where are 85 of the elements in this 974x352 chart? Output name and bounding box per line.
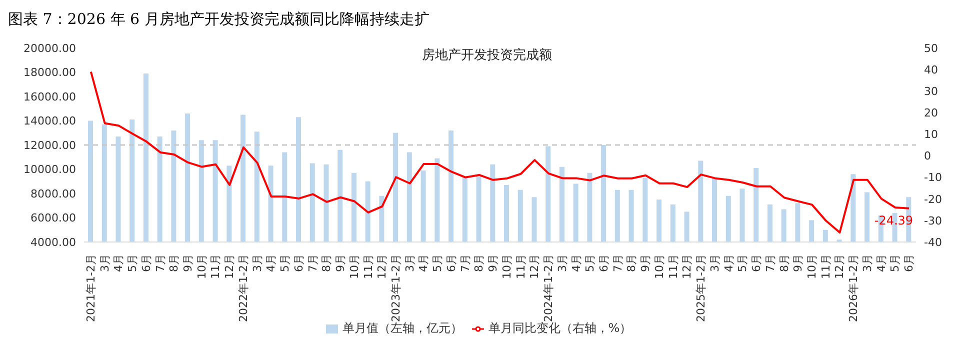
x-tick-label: 6月	[292, 254, 306, 272]
x-tick-label: 6月	[598, 254, 610, 272]
x-tick-label: 2026年1-2月	[847, 254, 860, 322]
x-tick-label: 5月	[278, 254, 292, 272]
x-tick-label: 5月	[126, 254, 140, 272]
x-tick-label: 8月	[168, 254, 181, 272]
x-tick-label: 5月	[736, 254, 750, 272]
y-tick-label: 10000.00	[24, 163, 76, 176]
x-tick-label: 4月	[874, 254, 888, 272]
y2-tick-label: 10	[924, 128, 938, 142]
x-tick-label: 9月	[639, 254, 652, 272]
y-tick-label: 20000.00	[24, 42, 76, 55]
x-tick-label: 6月	[902, 254, 916, 272]
x-tick-label: 5月	[584, 254, 597, 272]
x-tick-label: 11月	[362, 254, 375, 279]
x-tick-label: 4月	[112, 254, 126, 272]
y-tick-label: 18000.00	[24, 66, 76, 80]
x-tick-label: 8月	[625, 254, 638, 272]
x-tick-label: 11月	[666, 254, 680, 279]
x-tick-label: 6月	[444, 254, 458, 272]
x-tick-label: 7月	[154, 254, 167, 272]
y-tick-label: 12000.00	[24, 138, 76, 152]
x-tick-label: 9月	[792, 254, 805, 272]
y2-tick-label: 30	[924, 85, 938, 98]
y2-tick-label: 20	[924, 106, 938, 120]
line-series	[90, 70, 910, 234]
x-tick-label: 6月	[750, 254, 764, 272]
x-tick-label: 10月	[348, 254, 361, 279]
x-tick-label: 8月	[472, 254, 486, 272]
x-tick-label: 3月	[556, 254, 569, 272]
x-tick-label: 9月	[486, 254, 500, 272]
x-tick-label: 4月	[417, 254, 430, 272]
x-tick-label: 10月	[652, 254, 666, 279]
x-tick-label: 4月	[722, 254, 736, 272]
x-tick-label: 7月	[306, 254, 320, 272]
y2-tick-label: 40	[924, 63, 938, 76]
x-tick-label: 7月	[458, 254, 472, 272]
x-tick-label: 5月	[431, 254, 444, 272]
x-tick-label: 6月	[140, 254, 153, 272]
legend-label: 单月同比变化（右轴，%）	[488, 321, 632, 335]
y-tick-label: 8000.00	[30, 187, 76, 200]
x-tick-label: 3月	[708, 254, 722, 272]
x-tick-label: 3月	[250, 254, 264, 272]
x-tick-label: 12月	[680, 254, 694, 279]
x-tick-label: 2021年1-2月	[84, 254, 98, 322]
x-tick-label: 3月	[403, 254, 416, 272]
chart-title: 图表 7：2026 年 6 月房地产开发投资完成额同比降幅持续走扩	[8, 9, 430, 30]
x-tick-label: 7月	[611, 254, 624, 272]
x-tick-label: 8月	[778, 254, 791, 272]
x-tick-label: 11月	[819, 254, 832, 279]
x-tick-label: 12月	[833, 254, 846, 279]
x-tick-label: 8月	[320, 254, 334, 272]
x-tick-label: 2023年1-2月	[390, 254, 402, 322]
y-tick-label: 14000.00	[24, 114, 76, 128]
x-tick-label: 9月	[182, 254, 194, 272]
x-tick-label: 9月	[334, 254, 348, 272]
x-tick-label: 3月	[98, 254, 112, 272]
x-tick-label: 4月	[570, 254, 583, 272]
x-tick-label: 10月	[195, 254, 208, 279]
y2-tick-label: -10	[924, 171, 942, 184]
x-tick-label: 10月	[806, 254, 818, 279]
y2-tick-label: 50	[924, 42, 938, 55]
x-tick-label: 5月	[888, 254, 902, 272]
x-tick-label: 2022年1-2月	[236, 254, 250, 322]
y-tick-label: 6000.00	[30, 212, 76, 225]
x-tick-label: 3月	[860, 254, 874, 272]
y2-tick-label: -40	[924, 236, 942, 249]
y2-tick-label: 0	[924, 150, 931, 163]
x-tick-label: 12月	[223, 254, 236, 279]
y-tick-label: 16000.00	[24, 90, 76, 104]
x-tick-label: 12月	[376, 254, 389, 279]
x-tick-label: 11月	[514, 254, 528, 279]
x-tick-label: 7月	[764, 254, 777, 272]
data-label: -24.39	[874, 213, 914, 228]
y-tick-label: 4000.00	[30, 236, 76, 249]
x-tick-label: 10月	[500, 254, 514, 279]
y2-tick-label: -20	[924, 192, 942, 206]
y2-tick-label: -30	[924, 214, 942, 228]
x-tick-label: 2025年1-2月	[694, 254, 708, 322]
x-tick-label: 2024年1-2月	[542, 254, 556, 322]
chart-subtitle: 房地产开发投资完成额	[422, 48, 552, 63]
legend-label: 单月值（左轴，亿元）	[342, 321, 462, 335]
x-tick-label: 4月	[264, 254, 278, 272]
x-tick-label: 12月	[528, 254, 542, 279]
x-tick-label: 11月	[209, 254, 222, 279]
